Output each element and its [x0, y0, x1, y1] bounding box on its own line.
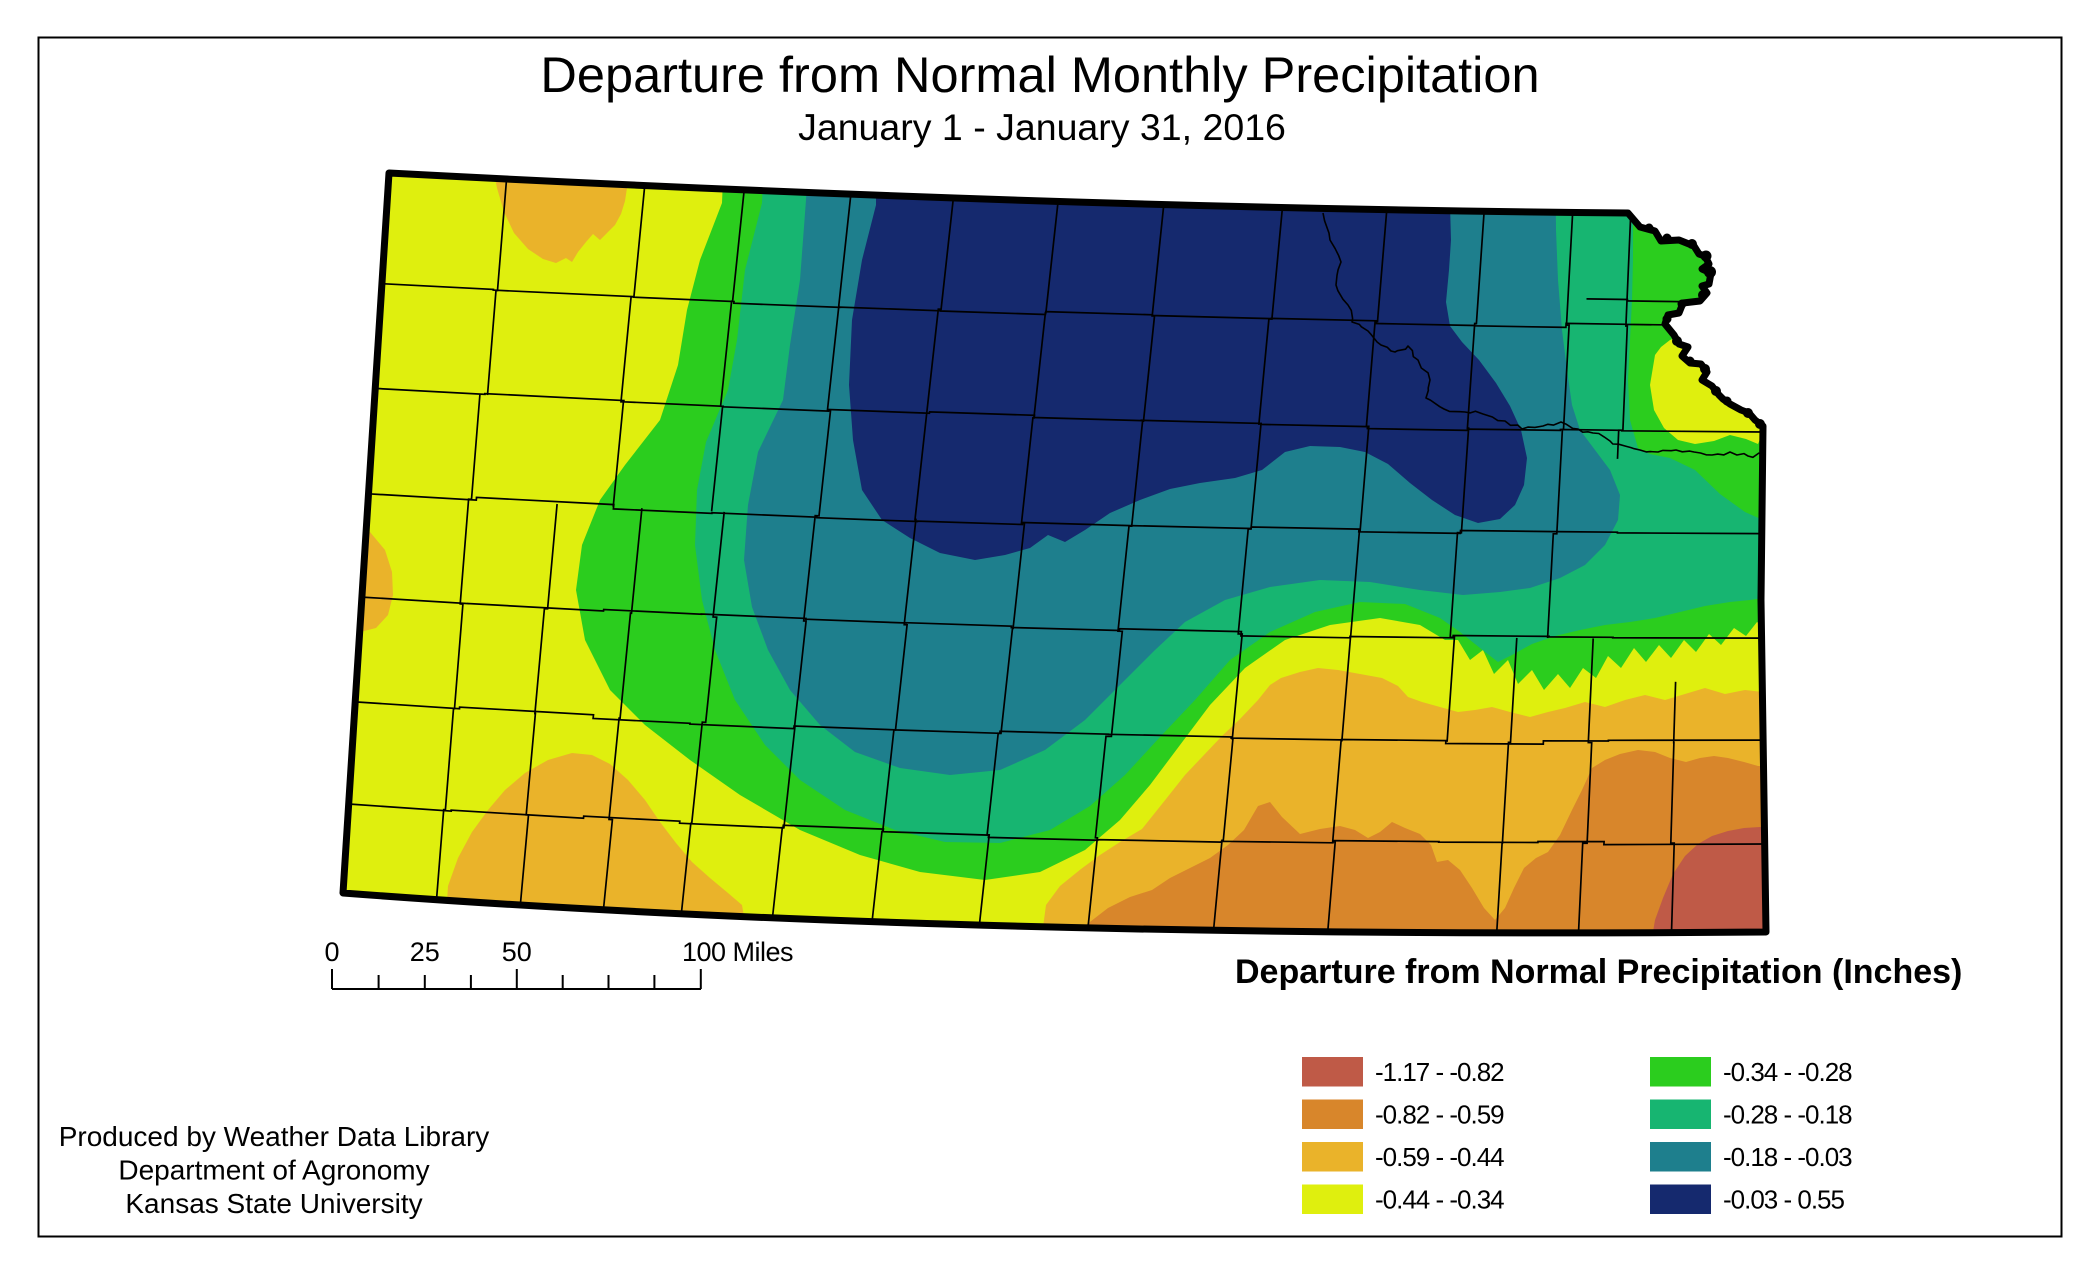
svg-text:0: 0	[324, 937, 339, 967]
svg-text:Kansas State University: Kansas State University	[125, 1188, 422, 1219]
svg-text:-0.03 - 0.55: -0.03 - 0.55	[1723, 1185, 1845, 1215]
svg-text:-0.59 - -0.44: -0.59 - -0.44	[1375, 1142, 1504, 1172]
svg-text:Departure from Normal Monthly: Departure from Normal Monthly Precipitat…	[540, 46, 1539, 103]
svg-text:50: 50	[502, 937, 532, 967]
svg-text:Departure from Normal Precipit: Departure from Normal Precipitation (Inc…	[1235, 953, 1962, 991]
svg-text:-0.28 - -0.18: -0.28 - -0.18	[1723, 1100, 1852, 1130]
svg-text:-1.17 - -0.82: -1.17 - -0.82	[1375, 1057, 1504, 1087]
svg-text:-0.18 - -0.03: -0.18 - -0.03	[1723, 1142, 1852, 1172]
svg-text:Department of Agronomy: Department of Agronomy	[118, 1155, 429, 1186]
svg-text:25: 25	[410, 937, 440, 967]
svg-text:-0.34 - -0.28: -0.34 - -0.28	[1723, 1057, 1852, 1087]
svg-text:-0.44 - -0.34: -0.44 - -0.34	[1375, 1185, 1504, 1215]
svg-text:Produced by Weather Data Libra: Produced by Weather Data Library	[59, 1121, 490, 1152]
svg-text:100 Miles: 100 Miles	[682, 937, 793, 967]
svg-text:-0.82 - -0.59: -0.82 - -0.59	[1375, 1100, 1504, 1130]
svg-text:January 1 - January 31, 2016: January 1 - January 31, 2016	[798, 106, 1286, 148]
